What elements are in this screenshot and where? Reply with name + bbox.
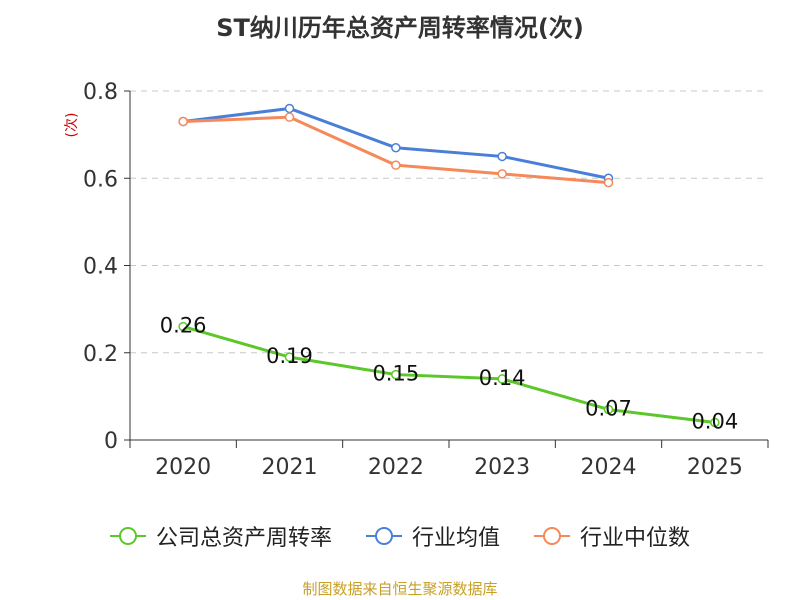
data-point[interactable] xyxy=(178,116,188,127)
legend-label-industry-mean: 行业均值 xyxy=(411,526,500,551)
data-point[interactable] xyxy=(497,169,507,179)
y-tick-label: 0.8 xyxy=(83,80,118,105)
data-point[interactable] xyxy=(391,160,401,170)
x-tick-label: 2025 xyxy=(687,455,743,480)
data-label: 0.19 xyxy=(266,344,313,368)
data-point[interactable] xyxy=(603,177,614,188)
legend-item-company[interactable]: 公司总资产周转率 xyxy=(109,520,332,552)
y-tick-label: 0 xyxy=(104,429,118,454)
legend-swatch-industry-median xyxy=(534,527,570,545)
data-point[interactable] xyxy=(391,142,401,153)
data-point[interactable] xyxy=(178,321,188,332)
legend-swatch-company xyxy=(109,527,146,545)
legend-item-industry-median[interactable]: 行业中位数 xyxy=(534,520,690,552)
data-label: 0.15 xyxy=(372,362,419,386)
legend-label-company: 公司总资产周转率 xyxy=(155,526,332,551)
x-tick-label: 2021 xyxy=(262,455,318,480)
chart-title: ST纳川历年总资产周转率情况(次) xyxy=(216,14,584,42)
series-line xyxy=(182,325,716,425)
y-axis-label: (次) xyxy=(64,113,80,138)
y-tick-label: 0.4 xyxy=(83,255,118,280)
legend-label-industry-median: 行业中位数 xyxy=(580,526,691,551)
data-label: 0.07 xyxy=(585,396,632,420)
data-point[interactable] xyxy=(497,374,507,384)
legend-item-industry-mean[interactable]: 行业均值 xyxy=(365,520,500,552)
data-point[interactable] xyxy=(391,369,401,380)
x-tick-label: 2024 xyxy=(581,455,637,480)
y-tick-label: 0.2 xyxy=(83,342,118,367)
data-point[interactable] xyxy=(710,417,720,428)
x-tick-label: 2023 xyxy=(474,455,530,480)
data-point[interactable] xyxy=(284,352,295,362)
data-label: 0.04 xyxy=(691,410,738,434)
legend-swatch-industry-mean xyxy=(365,527,402,545)
legend: 公司总资产周转率 行业均值 行业中位数 xyxy=(0,520,800,552)
data-point[interactable] xyxy=(284,103,295,114)
data-label: 0.26 xyxy=(160,314,207,338)
y-tick-label: 0.6 xyxy=(83,167,118,192)
data-label: 0.14 xyxy=(479,366,526,390)
data-point[interactable] xyxy=(284,112,295,122)
data-point[interactable] xyxy=(603,404,614,415)
x-tick-label: 2020 xyxy=(155,455,211,480)
x-tick-label: 2022 xyxy=(368,455,424,480)
source-note: 制图数据来自恒生聚源数据库 xyxy=(302,580,498,598)
data-point[interactable] xyxy=(497,151,507,162)
